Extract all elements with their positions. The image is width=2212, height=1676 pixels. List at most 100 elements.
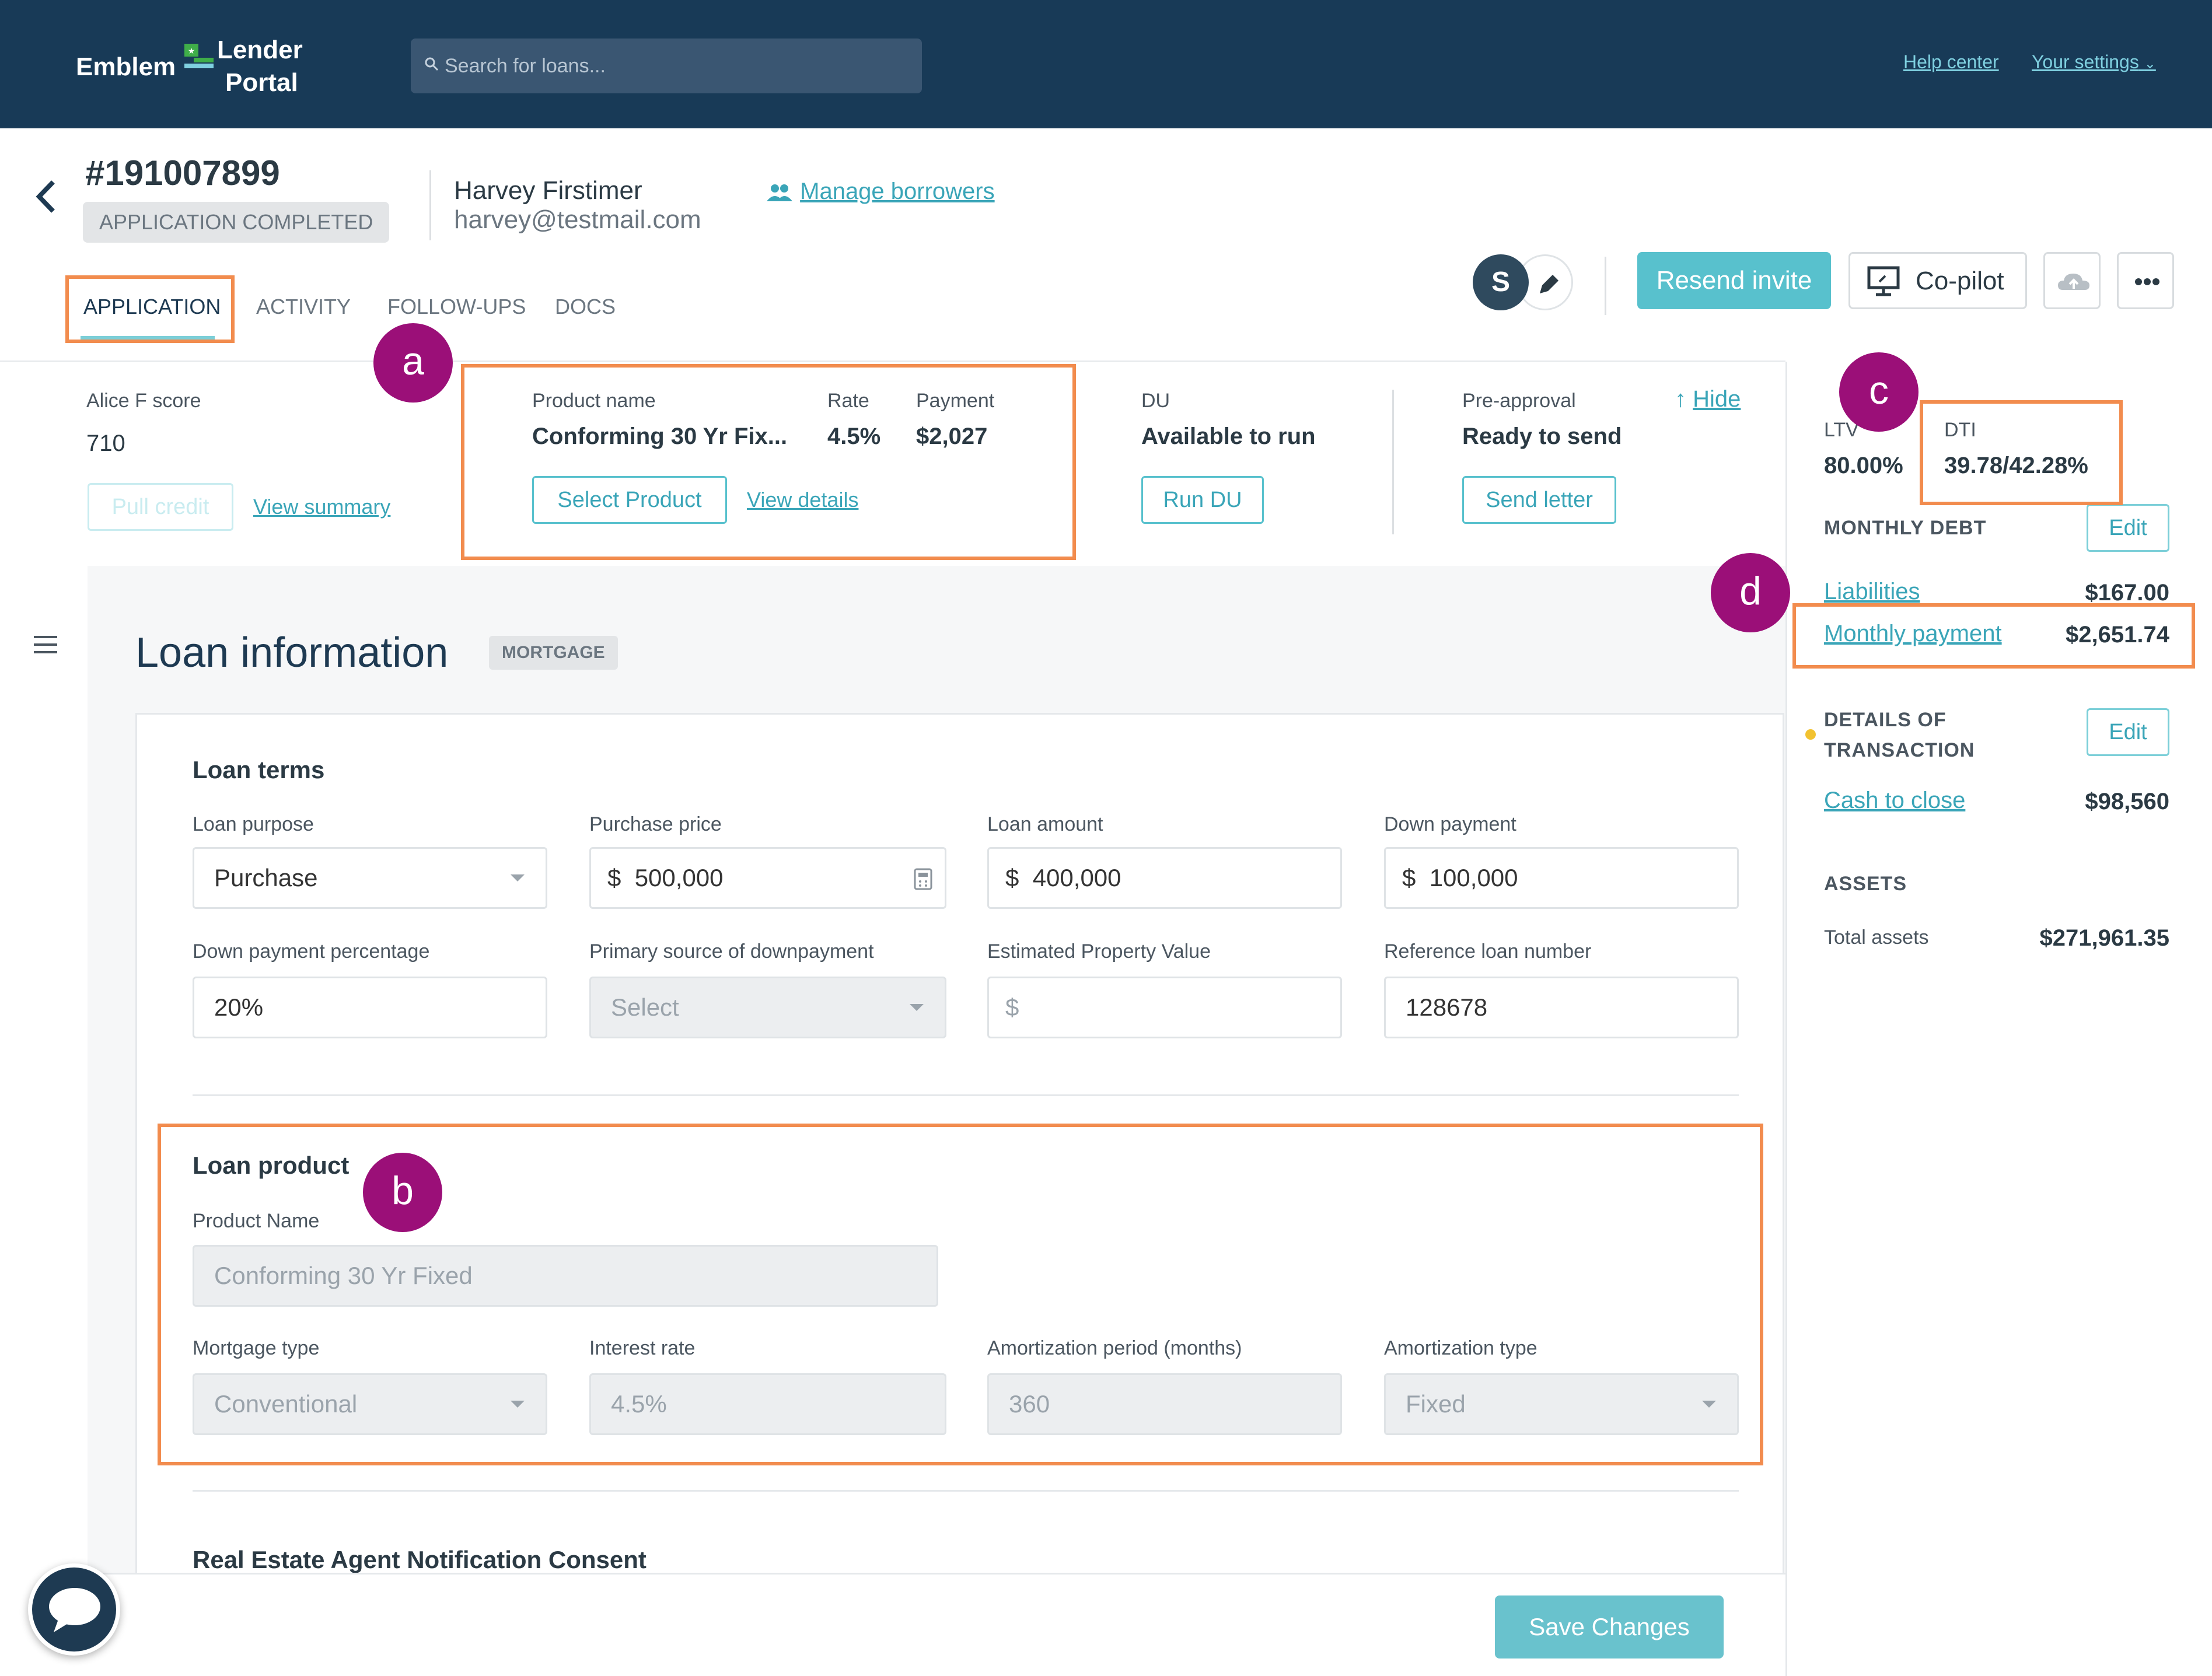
- mortgage-type-value: Conventional: [214, 1390, 358, 1418]
- down-payment-percentage-input[interactable]: 20%: [193, 977, 547, 1038]
- divider: [193, 1490, 1739, 1492]
- hide-label: Hide: [1693, 386, 1741, 412]
- your-settings-link[interactable]: Your settings ⌄: [2032, 51, 2156, 73]
- amortization-type-label: Amortization type: [1384, 1337, 1537, 1359]
- save-changes-button[interactable]: Save Changes: [1495, 1595, 1724, 1658]
- right-sidebar: [1785, 362, 2212, 1676]
- mortgage-type-label: Mortgage type: [193, 1337, 320, 1359]
- total-assets-value: $271,961.35: [2039, 925, 2169, 951]
- search-input[interactable]: [445, 39, 911, 93]
- details-line-2: TRANSACTION: [1824, 739, 1975, 761]
- screen-share-icon: [1867, 266, 1900, 296]
- copilot-button[interactable]: Co-pilot: [1848, 252, 2027, 309]
- loan-purpose-label: Loan purpose: [193, 813, 314, 835]
- run-du-button[interactable]: Run DU: [1141, 476, 1264, 524]
- primary-source-label: Primary source of downpayment: [589, 940, 874, 963]
- send-letter-button[interactable]: Send letter: [1462, 476, 1616, 524]
- edit-transaction-button[interactable]: Edit: [2087, 708, 2169, 756]
- tab-follow-ups[interactable]: FOLLOW-UPS: [387, 295, 526, 319]
- interest-rate-label: Interest rate: [589, 1337, 696, 1359]
- product-name-field-value: Conforming 30 Yr Fixed: [214, 1262, 473, 1289]
- loan-amount-value: $ 400,000: [1005, 864, 1121, 891]
- tab-activity[interactable]: ACTIVITY: [256, 295, 351, 319]
- reference-loan-number-input[interactable]: 128678: [1384, 977, 1739, 1038]
- chevron-left-icon[interactable]: [32, 176, 61, 217]
- primary-source-select[interactable]: Select: [589, 977, 946, 1038]
- loan-amount-input[interactable]: $ 400,000: [987, 847, 1342, 909]
- pull-credit-button[interactable]: Pull credit: [88, 483, 233, 531]
- annotation-box-d: [1792, 603, 2195, 669]
- amortization-type-value: Fixed: [1406, 1390, 1466, 1418]
- calculator-icon[interactable]: [913, 867, 933, 891]
- total-assets-label: Total assets: [1824, 926, 1929, 949]
- du-value: Available to run: [1141, 424, 1316, 449]
- chat-bubble-icon: [32, 1567, 116, 1651]
- estimated-property-value-input[interactable]: $: [987, 977, 1342, 1038]
- down-payment-input[interactable]: $ 100,000: [1384, 847, 1739, 909]
- search-bar[interactable]: [411, 39, 922, 93]
- interest-rate-input: 4.5%: [589, 1373, 946, 1435]
- status-badge: APPLICATION COMPLETED: [83, 202, 390, 243]
- your-settings-label: Your settings: [2032, 51, 2139, 72]
- logo-icon: ★: [184, 44, 214, 68]
- amortization-type-select: Fixed: [1384, 1373, 1739, 1435]
- purchase-price-label: Purchase price: [589, 813, 722, 835]
- hamburger-icon[interactable]: [33, 635, 58, 655]
- chevron-down-icon: [1702, 1401, 1716, 1408]
- chat-button[interactable]: [28, 1563, 120, 1656]
- details-line-1: DETAILS OF: [1824, 709, 1947, 731]
- select-product-button[interactable]: Select Product: [532, 476, 727, 524]
- edit-monthly-debt-button[interactable]: Edit: [2087, 504, 2169, 552]
- borrower-email: harvey@testmail.com: [454, 205, 701, 234]
- active-tab-indicator: [81, 336, 215, 341]
- more-dots-icon: [2135, 278, 2159, 285]
- liabilities-value: $167.00: [2085, 580, 2169, 606]
- interest-rate-value: 4.5%: [611, 1390, 667, 1418]
- application-number: #191007899: [85, 153, 280, 193]
- resend-invite-button[interactable]: Resend invite: [1637, 252, 1831, 309]
- annotation-box-tab: [65, 275, 235, 343]
- mortgage-type-select: Conventional: [193, 1373, 547, 1435]
- arrow-up-icon: ↑: [1675, 386, 1686, 412]
- reference-loan-number-label: Reference loan number: [1384, 940, 1592, 963]
- copilot-label: Co-pilot: [1916, 267, 2004, 295]
- cash-to-close-link[interactable]: Cash to close: [1824, 788, 1966, 813]
- payment-value: $2,027: [916, 424, 988, 449]
- tab-application[interactable]: APPLICATION: [83, 295, 221, 319]
- ltv-value: 80.00%: [1824, 453, 1903, 478]
- assets-heading: ASSETS: [1824, 873, 1907, 895]
- annotation-circle-c: c: [1839, 352, 1919, 432]
- view-details-link[interactable]: View details: [747, 488, 859, 512]
- borrower-name: Harvey Firstimer: [454, 176, 642, 205]
- monthly-debt-heading: MONTHLY DEBT: [1824, 517, 1987, 539]
- purchase-price-input[interactable]: $ 500,000: [589, 847, 946, 909]
- liabilities-link[interactable]: Liabilities: [1824, 579, 1920, 604]
- view-summary-link[interactable]: View summary: [253, 495, 391, 519]
- credit-score-value: 710: [86, 431, 125, 456]
- brand-portal: Portal: [225, 68, 298, 97]
- left-rail: [0, 566, 88, 1676]
- tab-docs[interactable]: DOCS: [555, 295, 616, 319]
- cloud-upload-icon: [2058, 274, 2089, 290]
- cash-to-close-value: $98,560: [2085, 789, 2169, 814]
- hide-summary-link[interactable]: ↑ Hide: [1675, 386, 1741, 412]
- more-options-button[interactable]: [2117, 252, 2174, 309]
- upload-button[interactable]: [2043, 252, 2101, 309]
- avatar[interactable]: S: [1473, 254, 1529, 310]
- mortgage-badge: MORTGAGE: [489, 636, 618, 670]
- payment-label: Payment: [916, 390, 995, 412]
- down-payment-percentage-label: Down payment percentage: [193, 940, 430, 963]
- monthly-payment-value: $2,651.74: [2066, 622, 2169, 648]
- help-center-link[interactable]: Help center: [1903, 51, 1999, 72]
- amortization-period-value: 360: [1009, 1390, 1050, 1418]
- monthly-payment-link[interactable]: Monthly payment: [1824, 621, 2002, 646]
- manage-borrowers-link[interactable]: Manage borrowers: [766, 179, 995, 205]
- divider: [0, 361, 1785, 362]
- chevron-down-icon: [511, 874, 525, 881]
- down-payment-value: $ 100,000: [1402, 864, 1518, 891]
- manage-borrowers-label: Manage borrowers: [800, 179, 995, 204]
- loan-purpose-select[interactable]: Purchase: [193, 847, 547, 909]
- chevron-down-icon: [511, 1401, 525, 1408]
- people-icon: [767, 184, 792, 202]
- product-name-value: Conforming 30 Yr Fix...: [532, 424, 788, 449]
